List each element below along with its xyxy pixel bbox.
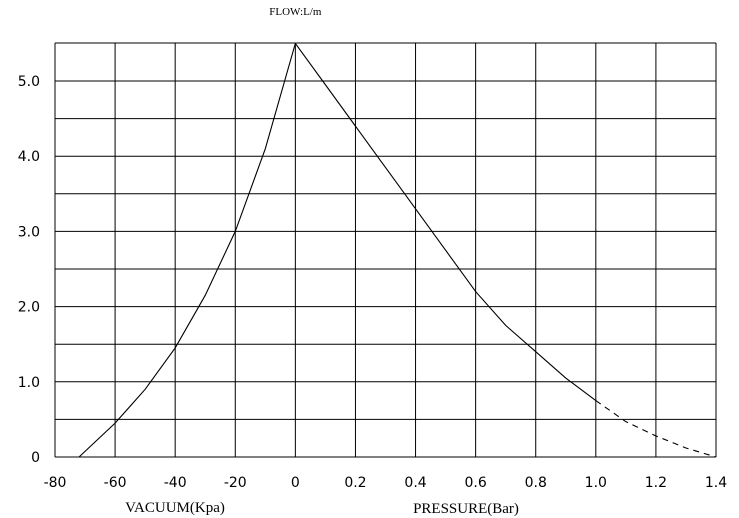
- y-tick-label: 4.0: [18, 149, 40, 165]
- grid: [54, 42, 717, 458]
- y-tick-label: 0: [31, 450, 40, 466]
- x-tick-labels: -80 -60 -40 -20 0 0.2 0.4 0.6 0.8 1.0 1.2 1.4: [44, 475, 728, 491]
- y-tick-label: 2.0: [18, 300, 40, 316]
- series-pressure-solid-line: [294, 43, 597, 402]
- series-vacuum-solid-line: [78, 43, 296, 458]
- y-tick-labels: 0 1.0 2.0 3.0 4.0 5.0: [18, 74, 40, 466]
- x-tick-label-pressure: 0.2: [344, 475, 366, 491]
- x-tick-label-vacuum: -20: [224, 475, 247, 491]
- chart-title: FLOW:L/m: [269, 6, 322, 18]
- x-tick-label-vacuum: -80: [44, 475, 67, 491]
- x-tick-label-pressure: 1.4: [705, 475, 727, 491]
- x-tick-label-pressure: 0.6: [465, 475, 487, 491]
- x-tick-label-vacuum: -60: [104, 475, 127, 491]
- x-tick-label-pressure: 1.2: [645, 475, 667, 491]
- curves: [78, 43, 717, 458]
- y-tick-label: 5.0: [18, 74, 40, 90]
- x-tick-label-pressure: 0.4: [404, 475, 426, 491]
- x-axis-title-pressure: PRESSURE(Bar): [413, 501, 519, 517]
- x-axis-title-vacuum: VACUUM(Kpa): [125, 500, 225, 516]
- y-tick-label: 1.0: [18, 375, 40, 391]
- series-pressure-dashed-line: [595, 400, 717, 458]
- x-tick-label-vacuum: -40: [164, 475, 187, 491]
- x-tick-label-pressure: 0.8: [525, 475, 547, 491]
- x-tick-label-pressure: 0: [291, 475, 300, 491]
- x-tick-label-pressure: 1.0: [585, 475, 607, 491]
- y-tick-label: 3.0: [18, 224, 40, 240]
